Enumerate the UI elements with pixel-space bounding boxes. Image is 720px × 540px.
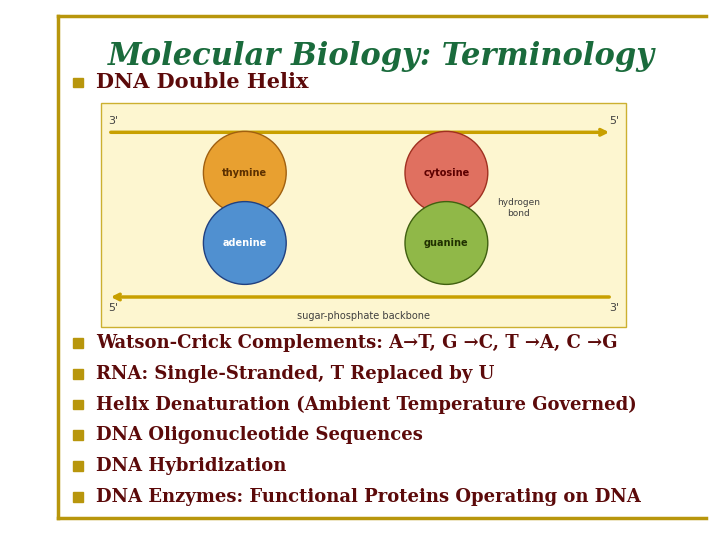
Text: Watson-Crick Complements: A→T, G →C, T →A, C →G: Watson-Crick Complements: A→T, G →C, T →… xyxy=(96,334,617,352)
Bar xyxy=(73,369,83,379)
Text: 5': 5' xyxy=(609,117,619,126)
Text: cytosine: cytosine xyxy=(423,168,469,178)
Ellipse shape xyxy=(405,131,488,214)
Ellipse shape xyxy=(405,201,488,285)
Text: Helix Denaturation (Ambient Temperature Governed): Helix Denaturation (Ambient Temperature … xyxy=(96,395,636,414)
Text: 3': 3' xyxy=(108,117,118,126)
Text: DNA Enzymes: Functional Proteins Operating on DNA: DNA Enzymes: Functional Proteins Operati… xyxy=(96,488,641,506)
Bar xyxy=(73,492,83,502)
Ellipse shape xyxy=(203,201,287,285)
Bar xyxy=(73,400,83,409)
Text: adenine: adenine xyxy=(222,238,267,248)
Text: 3': 3' xyxy=(609,303,619,313)
Bar xyxy=(73,338,83,348)
Ellipse shape xyxy=(203,131,287,214)
Text: RNA: Single-Stranded, T Replaced by U: RNA: Single-Stranded, T Replaced by U xyxy=(96,364,494,383)
Bar xyxy=(101,103,626,327)
Text: thymine: thymine xyxy=(222,168,267,178)
Text: hydrogen
bond: hydrogen bond xyxy=(497,198,540,218)
Bar xyxy=(73,430,83,440)
Text: DNA Oligonucleotide Sequences: DNA Oligonucleotide Sequences xyxy=(96,426,423,444)
Text: 5': 5' xyxy=(108,303,118,313)
Text: sugar-phosphate backbone: sugar-phosphate backbone xyxy=(297,311,430,321)
Text: guanine: guanine xyxy=(424,238,469,248)
Text: DNA Double Helix: DNA Double Helix xyxy=(96,71,308,92)
Text: DNA Hybridization: DNA Hybridization xyxy=(96,457,286,475)
Text: Molecular Biology: Terminology: Molecular Biology: Terminology xyxy=(108,40,655,71)
Bar xyxy=(73,461,83,471)
Bar xyxy=(73,78,83,87)
